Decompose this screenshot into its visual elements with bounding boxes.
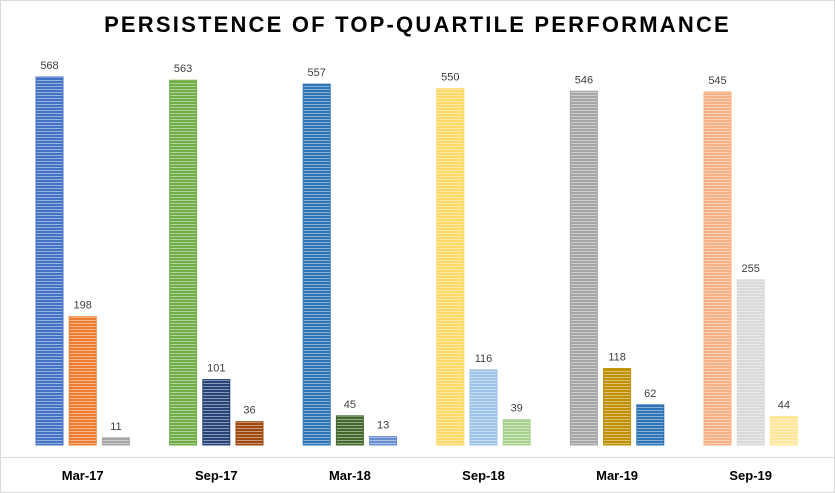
x-tick-label: Mar-17 [62, 468, 104, 483]
data-label: 62 [644, 388, 656, 400]
data-label: 255 [742, 263, 760, 275]
data-label: 101 [207, 363, 225, 375]
chart-title: PERSISTENCE OF TOP-QUARTILE PERFORMANCE [104, 12, 731, 37]
data-label: 198 [74, 300, 92, 312]
bar [101, 437, 130, 446]
bar [569, 90, 598, 446]
data-label: 545 [708, 75, 726, 87]
data-label: 546 [575, 74, 593, 86]
bar [769, 415, 798, 446]
x-tick-label: Mar-18 [329, 468, 371, 483]
bar [636, 404, 665, 446]
bar [235, 421, 264, 446]
data-label: 13 [377, 420, 389, 432]
bar [169, 79, 198, 446]
data-label: 36 [243, 405, 255, 417]
bar [335, 415, 364, 446]
bar [502, 419, 531, 446]
data-label: 116 [475, 353, 493, 365]
bar [703, 91, 732, 446]
data-label: 39 [511, 403, 523, 415]
data-label: 557 [308, 67, 326, 79]
bar [736, 279, 765, 446]
bar [469, 369, 498, 446]
data-label: 11 [110, 421, 121, 433]
data-label: 563 [174, 63, 192, 75]
bar [35, 76, 64, 446]
data-label: 45 [344, 399, 356, 411]
data-label: 550 [441, 72, 459, 84]
x-tick-label: Mar-19 [596, 468, 638, 483]
x-tick-label: Sep-18 [462, 468, 505, 483]
bar [202, 379, 231, 446]
x-tick-label: Sep-19 [729, 468, 772, 483]
bar [68, 316, 97, 446]
data-label: 44 [778, 399, 790, 411]
bar [369, 436, 398, 446]
bar [603, 368, 632, 446]
bar [302, 83, 331, 446]
data-label: 568 [40, 60, 58, 72]
x-tick-label: Sep-17 [195, 468, 238, 483]
data-label: 118 [608, 352, 626, 364]
bar [436, 88, 465, 446]
